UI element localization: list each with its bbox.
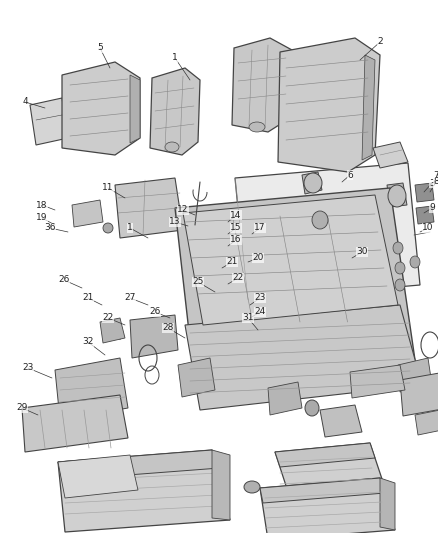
Text: 16: 16 <box>230 236 242 245</box>
Text: 32: 32 <box>82 337 94 346</box>
Polygon shape <box>387 183 407 207</box>
Polygon shape <box>22 395 128 452</box>
Polygon shape <box>268 382 302 415</box>
Ellipse shape <box>103 223 113 233</box>
Text: 9: 9 <box>429 204 435 213</box>
Polygon shape <box>232 38 292 132</box>
Text: 3: 3 <box>429 179 435 188</box>
Ellipse shape <box>395 262 405 274</box>
Polygon shape <box>58 450 230 532</box>
Text: 18: 18 <box>36 200 48 209</box>
Text: 14: 14 <box>230 211 242 220</box>
Polygon shape <box>130 315 178 358</box>
Ellipse shape <box>395 279 405 291</box>
Polygon shape <box>278 38 380 172</box>
Text: 4: 4 <box>22 98 28 107</box>
Polygon shape <box>400 372 438 416</box>
Text: 1: 1 <box>127 223 133 232</box>
Text: 26: 26 <box>149 308 161 317</box>
Polygon shape <box>362 55 375 160</box>
Ellipse shape <box>388 185 406 207</box>
Text: 10: 10 <box>422 223 434 232</box>
Text: 12: 12 <box>177 206 189 214</box>
Ellipse shape <box>310 245 350 295</box>
Polygon shape <box>235 163 420 300</box>
Polygon shape <box>58 455 138 498</box>
Polygon shape <box>415 408 438 435</box>
Polygon shape <box>115 178 183 238</box>
Polygon shape <box>72 200 103 227</box>
Ellipse shape <box>249 122 265 132</box>
Polygon shape <box>100 318 125 343</box>
Text: 24: 24 <box>254 308 265 317</box>
Polygon shape <box>350 365 405 398</box>
Ellipse shape <box>393 242 403 254</box>
Text: 22: 22 <box>102 313 113 322</box>
Polygon shape <box>260 478 385 503</box>
Polygon shape <box>185 305 422 410</box>
Text: 29: 29 <box>16 403 28 413</box>
Text: 23: 23 <box>254 294 266 303</box>
Text: 31: 31 <box>242 313 254 322</box>
Polygon shape <box>30 98 68 145</box>
Polygon shape <box>212 450 230 520</box>
Text: 28: 28 <box>162 324 174 333</box>
Polygon shape <box>398 358 432 392</box>
Text: 22: 22 <box>233 273 244 282</box>
Text: 13: 13 <box>169 217 181 227</box>
Text: 20: 20 <box>252 254 264 262</box>
Polygon shape <box>175 188 415 385</box>
Text: 7: 7 <box>433 171 438 180</box>
Text: 19: 19 <box>36 214 48 222</box>
Ellipse shape <box>312 211 328 229</box>
Text: 25: 25 <box>192 278 204 287</box>
Text: 36: 36 <box>44 223 56 232</box>
Text: 21: 21 <box>82 294 94 303</box>
Ellipse shape <box>308 197 352 253</box>
Text: 27: 27 <box>124 294 136 303</box>
Polygon shape <box>260 478 395 533</box>
Text: 2: 2 <box>377 37 383 46</box>
Polygon shape <box>320 405 362 437</box>
Polygon shape <box>55 358 128 420</box>
Ellipse shape <box>188 221 198 231</box>
Polygon shape <box>373 142 408 168</box>
Ellipse shape <box>410 256 420 268</box>
Polygon shape <box>380 478 395 530</box>
Text: 5: 5 <box>97 44 103 52</box>
Ellipse shape <box>165 142 179 152</box>
Ellipse shape <box>244 481 260 493</box>
Polygon shape <box>130 75 140 143</box>
Polygon shape <box>62 62 140 155</box>
Polygon shape <box>275 443 385 498</box>
Polygon shape <box>416 206 434 224</box>
Text: 1: 1 <box>172 53 178 62</box>
Ellipse shape <box>305 400 319 416</box>
Polygon shape <box>415 183 434 202</box>
Ellipse shape <box>304 173 322 193</box>
Polygon shape <box>150 68 200 155</box>
Text: 23: 23 <box>22 364 34 373</box>
Text: 26: 26 <box>58 276 70 285</box>
Polygon shape <box>275 443 375 467</box>
Text: 11: 11 <box>102 183 114 192</box>
Text: 8: 8 <box>433 177 438 187</box>
Polygon shape <box>58 450 220 480</box>
Text: 30: 30 <box>356 247 368 256</box>
Text: 15: 15 <box>230 223 242 232</box>
Text: 17: 17 <box>254 223 266 232</box>
Polygon shape <box>302 172 322 194</box>
Text: 21: 21 <box>226 257 238 266</box>
Polygon shape <box>183 195 398 325</box>
Polygon shape <box>305 208 332 228</box>
Text: 6: 6 <box>347 171 353 180</box>
Polygon shape <box>178 358 215 397</box>
